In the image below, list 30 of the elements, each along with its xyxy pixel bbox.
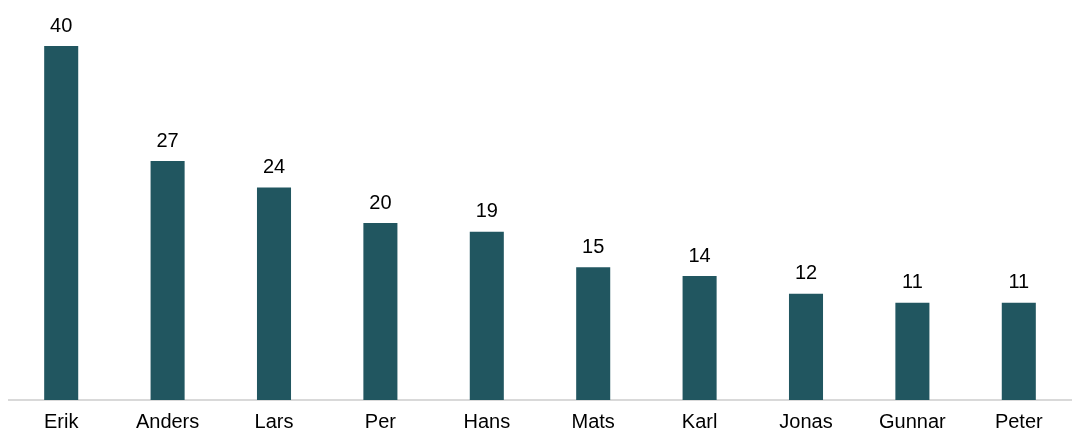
x-tick-label: Erik [43,409,80,432]
bar [576,267,611,400]
bar [788,293,824,400]
x-tick-label: Jonas [779,409,833,432]
data-label: 14 [688,243,711,266]
x-tick-label: Gunnar [879,409,947,432]
x-tick-label: Karl [681,409,718,432]
x-tick-label: Mats [571,409,615,432]
data-label: 11 [1008,270,1030,293]
bar [150,161,185,400]
data-label: 24 [262,155,286,178]
bar [363,223,398,400]
data-label: 27 [156,128,179,151]
x-tick-label: Lars [254,409,294,432]
bar [895,302,930,400]
data-label: 12 [794,261,818,284]
data-label: 11 [902,270,923,293]
data-label: 20 [369,190,392,213]
x-tick-label: Anders [135,409,200,432]
data-label: 40 [50,13,73,36]
data-label: 15 [582,234,605,257]
x-tick-label: Per [364,409,397,432]
x-tick-label: Peter [994,409,1044,432]
bar [469,231,504,400]
bar [256,187,292,400]
x-tick-label: Hans [463,409,511,432]
data-label: 19 [475,199,498,222]
bar [1001,302,1036,400]
bar [44,46,79,400]
bar [682,276,717,400]
